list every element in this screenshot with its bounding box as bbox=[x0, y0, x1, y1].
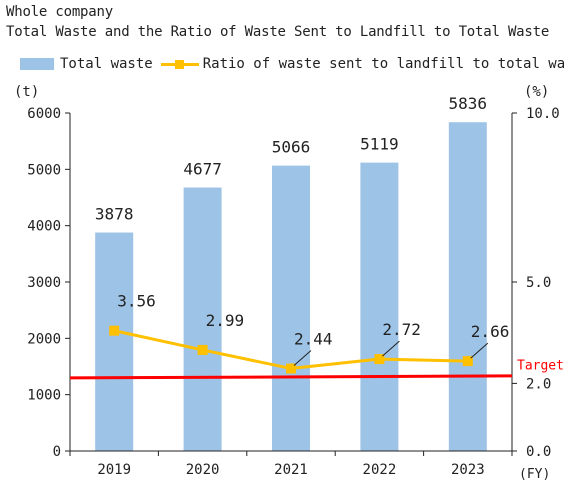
bar-value-label: 5119 bbox=[360, 135, 399, 154]
legend-swatch-landfill-ratio bbox=[160, 58, 199, 70]
ratio-value-label: 2.66 bbox=[471, 322, 510, 341]
ratio-value-label: 3.56 bbox=[117, 292, 156, 311]
ratio-point-2019 bbox=[109, 325, 120, 336]
bar-value-label: 5836 bbox=[449, 94, 488, 113]
y-right-tick-label: 0.0 bbox=[526, 444, 551, 460]
y-left-tick-label: 6000 bbox=[27, 106, 61, 122]
y-right-tick-label: 10.0 bbox=[526, 106, 560, 122]
legend-label-landfill-ratio: Ratio of waste sent to landfill to total… bbox=[202, 56, 566, 72]
bar-value-label: 5066 bbox=[272, 138, 311, 157]
x-tick-label: 2021 bbox=[274, 462, 308, 478]
legend: Total waste Ratio of waste sent to landf… bbox=[20, 56, 566, 72]
legend-label-total-waste: Total waste bbox=[60, 56, 153, 72]
ratio-value-label: 2.44 bbox=[294, 330, 333, 349]
ratio-leader-line bbox=[382, 340, 400, 357]
ratio-leader-line bbox=[293, 350, 312, 366]
y-left-tick-label: 5000 bbox=[27, 162, 61, 178]
ratio-point-2022 bbox=[374, 354, 385, 365]
ratio-point-2020 bbox=[197, 344, 208, 355]
bar-2019 bbox=[95, 232, 134, 451]
y-left-tick-label: 0 bbox=[53, 444, 61, 460]
y-left-tick-label: 3000 bbox=[27, 275, 61, 291]
target-label: Target bbox=[517, 358, 564, 373]
y-left-tick-label: 1000 bbox=[27, 388, 61, 404]
x-axis-unit: (FY) bbox=[519, 467, 550, 482]
chart-title: Total Waste and the Ratio of Waste Sent … bbox=[6, 24, 550, 40]
x-tick-label: 2019 bbox=[97, 462, 131, 478]
ratio-point-2021 bbox=[286, 363, 296, 374]
bar-2021 bbox=[272, 165, 310, 451]
bar-2020 bbox=[183, 187, 222, 452]
bar-2023 bbox=[448, 122, 487, 451]
y-left-tick-label: 2000 bbox=[27, 331, 61, 347]
target-line bbox=[69, 374, 513, 380]
x-tick-label: 2022 bbox=[363, 462, 397, 478]
y-right-tick-label: 2.0 bbox=[526, 376, 551, 392]
ratio-value-label: 2.72 bbox=[382, 320, 421, 339]
y-left-unit: (t) bbox=[14, 84, 39, 100]
ratio-point-2023 bbox=[462, 356, 473, 367]
chart-subtitle: Whole company bbox=[6, 4, 113, 20]
y-right-tick-label: 5.0 bbox=[526, 275, 551, 291]
x-tick-label: 2020 bbox=[186, 462, 220, 478]
bar-value-label: 3878 bbox=[95, 205, 134, 224]
x-tick-label: 2023 bbox=[451, 462, 485, 478]
ratio-value-label: 2.99 bbox=[206, 311, 245, 330]
y-left-tick-label: 4000 bbox=[27, 219, 61, 235]
y-right-unit: (%) bbox=[524, 84, 549, 100]
bar-value-label: 4677 bbox=[183, 160, 222, 179]
legend-swatch-total-waste bbox=[20, 58, 54, 70]
bar-2022 bbox=[360, 162, 399, 451]
ratio-leader-line bbox=[470, 342, 489, 359]
